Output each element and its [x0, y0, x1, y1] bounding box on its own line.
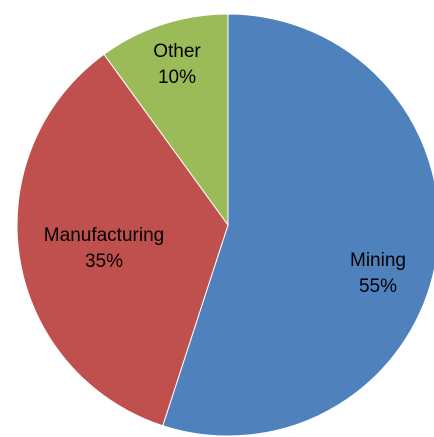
pie-slice-manufacturing [16, 53, 229, 427]
pie-slice-other [103, 13, 229, 227]
slice-value-mining: 55% [359, 276, 397, 297]
slice-value-other: 10% [158, 67, 196, 88]
slice-value-manufacturing: 35% [85, 251, 123, 272]
slice-label-other: Other [153, 41, 201, 62]
slice-label-mining: Mining [350, 250, 406, 271]
slice-label-manufacturing: Manufacturing [44, 225, 164, 246]
pie-slice-mining [162, 13, 434, 437]
